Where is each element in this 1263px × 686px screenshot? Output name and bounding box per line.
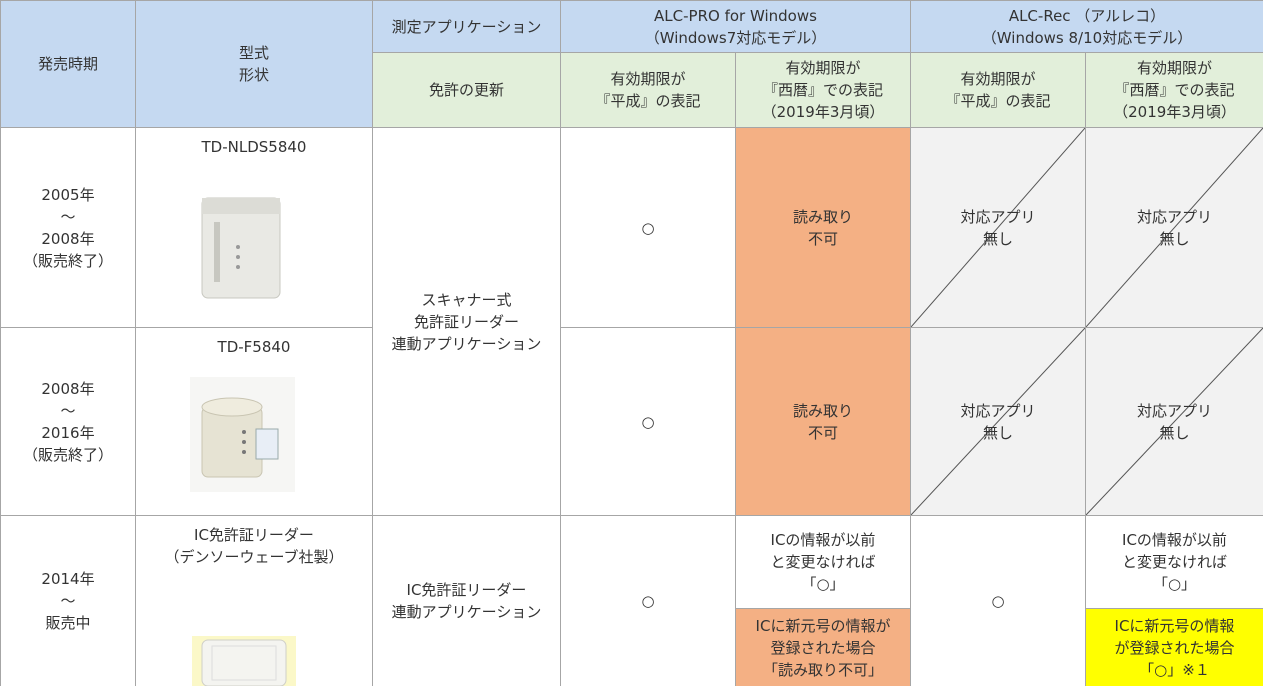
header-cell-text: 測定アプリケーション [391, 17, 542, 36]
status-cell-text: 対応アプリ 無し [1136, 401, 1212, 442]
header-cell: 有効期限が 『平成』の表記 [560, 52, 736, 128]
model-cell-text: IC免許証リーダー （デンソーウェーブ社製） [164, 526, 344, 566]
diagonal-line [1086, 328, 1263, 515]
status-cell: ICの情報が以前 と変更なければ 「○」 [1085, 515, 1263, 609]
status-cell: ○ [560, 327, 736, 516]
status-cell: ○ [560, 515, 736, 686]
header-cell-text: 免許の更新 [428, 81, 504, 99]
period-cell-text: 2014年 ～ 販売中 [41, 570, 95, 632]
status-cell: ICの情報が以前 と変更なければ 「○」 [735, 515, 911, 609]
header-cell: 有効期限が 『西暦』での表記 （2019年3月頃） [1085, 52, 1263, 128]
status-cell: 対応アプリ 無し [910, 127, 1086, 328]
status-cell-text: 対応アプリ 無し [960, 401, 1036, 442]
status-cell-text: ICに新元号の情報 が登録された場合 「○」※１ [1114, 616, 1235, 679]
status-cell-text: 読み取り 不可 [792, 207, 853, 248]
diagonal [911, 128, 1085, 327]
status-cell: ○ [910, 515, 1086, 686]
status-cell-text: ICの情報が以前 と変更なければ 「○」 [770, 531, 876, 593]
status-cell: 読み取り 不可 [735, 127, 911, 328]
app-cell-text: スキャナー式 免許証リーダー 連動アプリケーション [391, 290, 542, 353]
header-cell: 有効期限が 『西暦』での表記 （2019年3月頃） [735, 52, 911, 128]
header-cell: 型式 形状 [135, 0, 373, 128]
status-cell: ICに新元号の情報 が登録された場合 「○」※１ [1085, 608, 1263, 686]
status-cell: ICに新元号の情報が 登録された場合 「読み取り不可」 [735, 608, 911, 686]
app-cell-text: IC免許証リーダー 連動アプリケーション [391, 581, 542, 621]
period-cell-text: 2008年 ～ 2016年 （販売終了） [22, 379, 113, 464]
header-cell-text: 有効期限が 『西暦』での表記 （2019年3月頃） [761, 59, 885, 121]
status-cell: 読み取り 不可 [735, 327, 911, 516]
status-cell-text: ○ [991, 592, 1005, 610]
status-cell-text: 読み取り 不可 [792, 401, 853, 442]
status-cell-text: ICに新元号の情報が 登録された場合 「読み取り不可」 [755, 616, 891, 679]
diagonal-line [911, 328, 1085, 515]
status-cell-text: ICの情報が以前 と変更なければ 「○」 [1121, 531, 1227, 593]
model-cell-text: TD-NLDS5840 [201, 138, 307, 156]
status-cell-text: ○ [641, 218, 655, 237]
diagonal [1086, 128, 1263, 327]
header-cell-text: ALC-PRO for Windows （Windows7対応モデル） [644, 6, 827, 47]
app-cell: スキャナー式 免許証リーダー 連動アプリケーション [372, 127, 561, 516]
header-cell: 免許の更新 [372, 52, 561, 128]
status-cell-text: ○ [641, 592, 655, 610]
header-cell: 測定アプリケーション [372, 0, 561, 53]
status-cell-text: 対応アプリ 無し [960, 207, 1036, 248]
app-cell: IC免許証リーダー 連動アプリケーション [372, 515, 561, 686]
header-cell-text: 型式 形状 [238, 44, 269, 84]
diagonal-line [1086, 128, 1263, 327]
diagonal [1086, 328, 1263, 515]
scanner-image [190, 377, 295, 492]
header-cell: 有効期限が 『平成』の表記 [910, 52, 1086, 128]
header-cell: ALC-Rec （アルレコ） （Windows 8/10対応モデル） [910, 0, 1263, 53]
scanner-image [201, 197, 281, 299]
header-cell-text: ALC-Rec （アルレコ） （Windows 8/10対応モデル） [981, 6, 1193, 47]
diagonal [911, 328, 1085, 515]
diagonal-line [911, 128, 1085, 327]
ic-reader-image [192, 636, 296, 686]
period-cell-text: 2005年 ～ 2008年 （販売終了） [22, 185, 113, 270]
header-cell: ALC-PRO for Windows （Windows7対応モデル） [560, 0, 911, 53]
status-cell: ○ [560, 127, 736, 328]
header-cell-text: 有効期限が 『西暦』での表記 （2019年3月頃） [1113, 59, 1236, 121]
model-cell-text: TD-F5840 [217, 338, 291, 356]
period-cell: 2005年 ～ 2008年 （販売終了） [0, 127, 136, 328]
header-cell-text: 有効期限が 『平成』の表記 [945, 70, 1051, 110]
status-cell: 対応アプリ 無し [910, 327, 1086, 516]
header-cell: 発売時期 [0, 0, 136, 128]
period-cell: 2008年 ～ 2016年 （販売終了） [0, 327, 136, 516]
status-cell-text: ○ [641, 412, 655, 431]
status-cell: 対応アプリ 無し [1085, 127, 1263, 328]
period-cell: 2014年 ～ 販売中 [0, 515, 136, 686]
header-cell-text: 発売時期 [37, 55, 98, 73]
status-cell-text: 対応アプリ 無し [1136, 207, 1212, 248]
status-cell: 対応アプリ 無し [1085, 327, 1263, 516]
header-cell-text: 有効期限が 『平成』の表記 [595, 70, 701, 110]
